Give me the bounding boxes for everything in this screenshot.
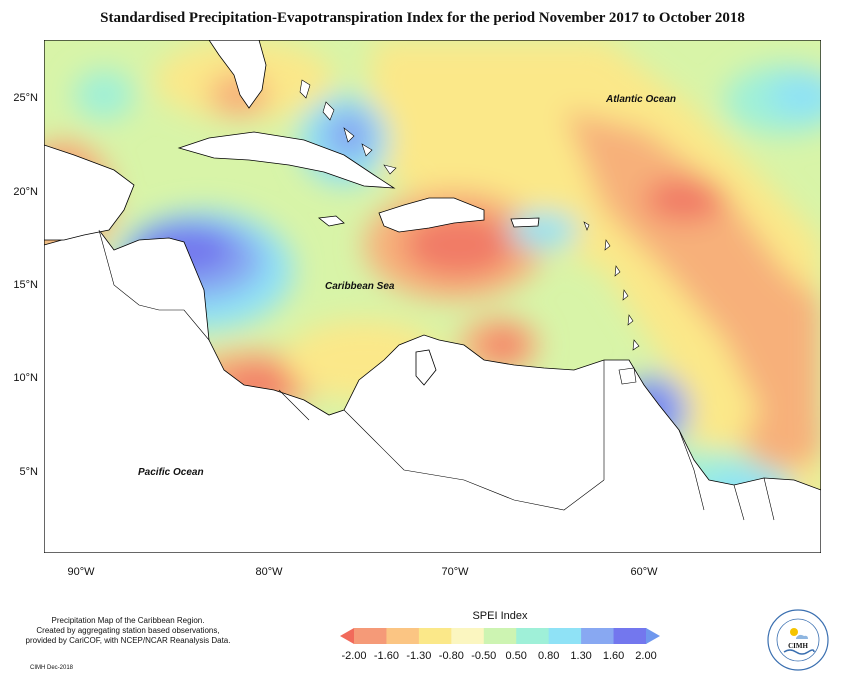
- legend-tick-label: -2.00: [341, 650, 367, 662]
- logo-text: CIMH: [788, 642, 808, 650]
- land-florida: [208, 40, 267, 109]
- caribbean-sea-label: Caribbean Sea: [325, 281, 395, 292]
- footer-line-1: Precipitation Map of the Caribbean Regio…: [51, 616, 205, 625]
- lon-tick-90w: 90°W: [67, 566, 95, 578]
- legend-arrow-left: [340, 628, 354, 644]
- dry-band-atlantic: [364, 40, 821, 553]
- legend-swatch: [516, 628, 550, 644]
- pacific-ocean-label: Pacific Ocean: [138, 467, 204, 478]
- dry-area-suriname: [744, 410, 821, 470]
- country-borders: [98, 229, 775, 521]
- legend-tick-label: 1.30: [570, 650, 592, 662]
- dry-spot-atlantic: [644, 178, 724, 222]
- land-trinidad: [618, 367, 637, 385]
- land-paraguana: [415, 349, 437, 386]
- atlantic-ocean-label: Atlantic Ocean: [606, 94, 677, 105]
- wet-area-gulf: [74, 70, 134, 120]
- legend-swatch: [354, 628, 387, 644]
- legend-tick-label: 1.60: [602, 650, 625, 662]
- logo-inner-ring: [776, 618, 820, 662]
- land-yucatan: [44, 144, 135, 241]
- legend-swatch: [386, 628, 420, 644]
- spei-legend: SPEI Index -2.00 -1.60 -1.30 -0.80 -0.50 0.50…: [340, 610, 660, 670]
- legend-tick-label: 0.50: [505, 650, 527, 662]
- lat-tick-5n: 5°N: [19, 466, 38, 478]
- land-hispaniola: [378, 197, 485, 233]
- legend-swatch: [451, 628, 485, 644]
- lat-tick-10n: 10°N: [13, 372, 38, 384]
- lon-tick-80w: 80°W: [255, 566, 283, 578]
- wet-core-atlantic-ne: [769, 73, 821, 117]
- footer-note: Precipitation Map of the Caribbean Regio…: [8, 616, 248, 646]
- sun-icon: [790, 628, 798, 636]
- legend-tick-label: 0.80: [537, 650, 560, 662]
- land-central-america: [44, 229, 821, 553]
- legend-swatch: [613, 628, 647, 644]
- footer-line-2: Created by aggregating station based obs…: [36, 626, 220, 635]
- lat-tick-25n: 25°N: [13, 92, 38, 104]
- spei-map: [44, 40, 821, 553]
- legend-swatch: [581, 628, 615, 644]
- legend-swatch: [418, 628, 452, 644]
- legend-tick-label: -0.50: [471, 650, 497, 662]
- legend-swatch: [483, 628, 517, 644]
- legend-colorbar: [340, 628, 660, 644]
- land-bahamas: [299, 79, 397, 175]
- land-puerto-rico: [510, 217, 540, 228]
- legend-tick-label: -1.60: [373, 650, 399, 662]
- legend-swatch: [548, 628, 582, 644]
- dry-band-atlantic-core: [564, 110, 821, 460]
- lon-tick-70w: 70°W: [441, 566, 469, 578]
- land-jamaica: [318, 215, 345, 227]
- lat-tick-15n: 15°N: [13, 279, 38, 291]
- map-title: Standardised Precipitation-Evapotranspir…: [100, 10, 745, 26]
- dry-core-hispaniola: [404, 213, 514, 277]
- cimh-logo: CIMH: [767, 609, 829, 671]
- land-lesser-antilles: [583, 221, 640, 351]
- legend-tick-label: -1.30: [406, 650, 432, 662]
- footer-credit: CIMH Dec-2018: [30, 665, 74, 671]
- legend-arrow-right: [646, 628, 660, 644]
- cloud-icon: [796, 634, 808, 639]
- lat-tick-20n: 20°N: [13, 186, 38, 198]
- legend-tick-label: -0.80: [438, 650, 464, 662]
- footer-line-3: provided by CariCOF, with NCEP/NCAR Rean…: [25, 636, 231, 645]
- lon-tick-60w: 60°W: [630, 566, 658, 578]
- wave-icon: [783, 649, 815, 655]
- wet-area-puerto-rico: [509, 212, 579, 248]
- legend-tick-label: 2.00: [635, 650, 657, 662]
- dry-core-venezuela-coast: [484, 330, 524, 360]
- land-cuba: [177, 131, 396, 189]
- legend-title: SPEI Index: [472, 610, 528, 622]
